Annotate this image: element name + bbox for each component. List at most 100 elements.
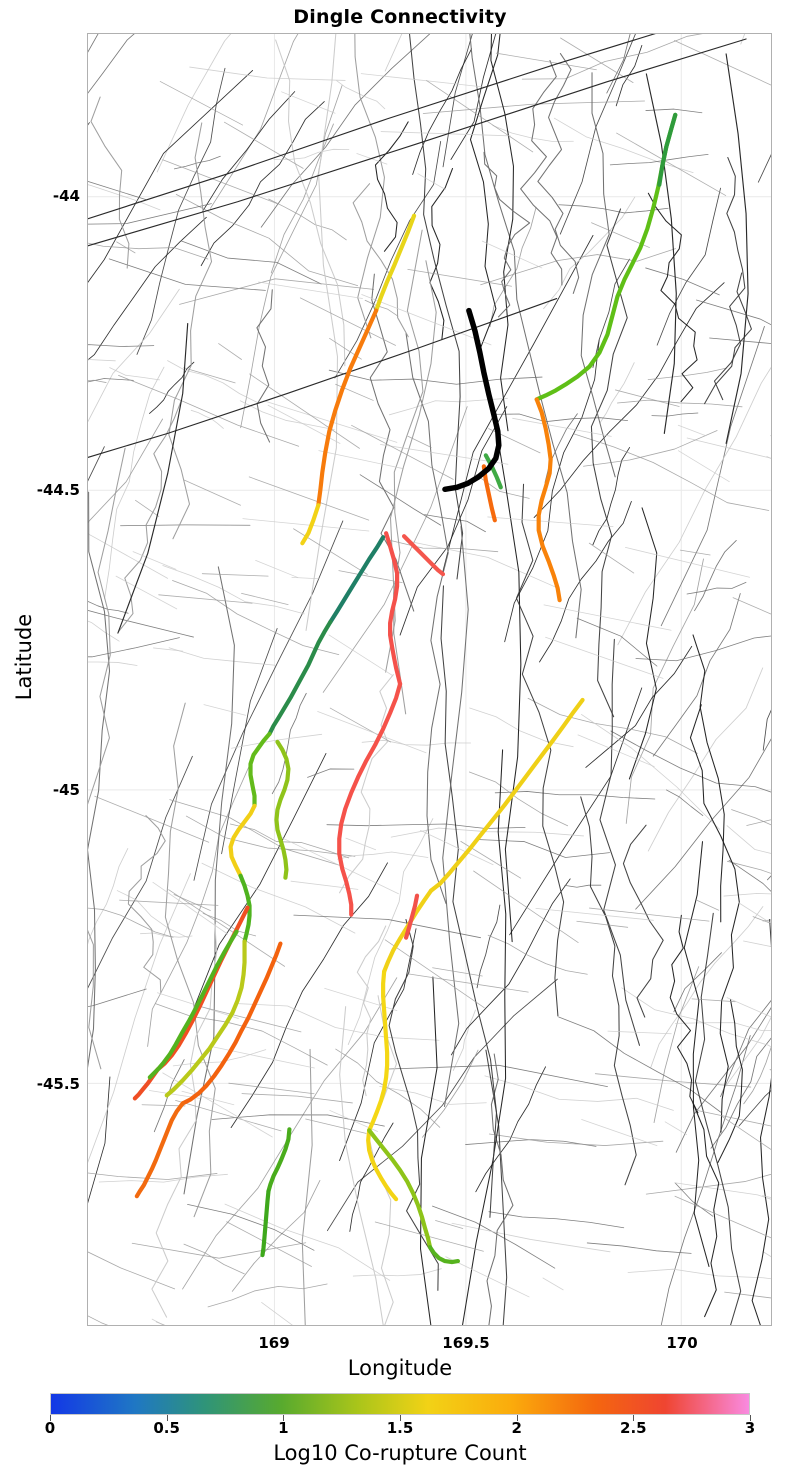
corupture-fault-trace[interactable] [238,873,252,944]
background-fault-trace [293,914,481,939]
background-fault-trace [675,1006,771,1153]
corupture-fault-trace[interactable] [428,697,585,893]
background-fault-trace [621,987,771,1048]
background-fault-trace [491,413,629,423]
background-fault-trace [339,674,394,894]
background-fault-trace [228,1082,315,1095]
background-fault-trace [172,1049,267,1067]
background-fault-trace [200,101,325,267]
corupture-fault-trace[interactable] [374,213,417,313]
background-fault-trace [494,791,656,800]
background-fault-trace [576,920,629,928]
corupture-fault-trace[interactable] [337,681,403,917]
background-fault-trace [673,40,771,86]
background-fault-trace [328,369,543,385]
corupture-fault-trace[interactable] [274,739,291,880]
background-fault-trace [537,53,580,294]
background-fault-trace [762,1251,771,1258]
corupture-fault-trace[interactable] [328,535,386,625]
corupture-fault-trace[interactable] [147,929,239,1080]
corupture-fault-trace[interactable] [534,397,562,603]
background-fault-trace [175,193,359,287]
background-fault-trace [207,1283,328,1308]
corupture-fault-trace[interactable] [366,1128,399,1202]
background-fault-trace [88,34,99,53]
corupture-fault-trace[interactable] [228,803,257,878]
background-fault-trace [504,339,600,643]
map-plot-area[interactable] [87,33,772,1326]
background-fault-trace [599,638,641,1046]
background-fault-trace [743,1046,771,1105]
source-fault-dingle[interactable] [442,307,502,493]
background-fault-trace [184,479,241,506]
corupture-fault-trace[interactable] [403,893,420,940]
background-fault-trace [577,734,655,767]
corupture-fault-traces[interactable] [132,112,678,1265]
background-fault-trace [367,995,398,1325]
corupture-fault-trace[interactable] [427,1245,461,1265]
background-fault-trace [692,634,725,923]
corupture-fault-trace[interactable] [248,731,272,808]
background-fault-trace [131,1242,307,1259]
background-fault-trace [585,645,693,768]
background-fault-trace [616,132,727,196]
colorbar-tick-mark [283,1415,285,1421]
corupture-fault-trace[interactable] [267,619,333,737]
colorbar[interactable] [50,1393,751,1421]
background-fault-trace [88,446,105,482]
background-fault-trace [218,343,242,360]
background-fault-trace [622,824,664,1018]
corupture-fault-trace[interactable] [382,888,434,974]
source-fault-trace[interactable] [442,307,502,493]
background-fault-lineament [117,322,189,634]
background-fault-trace [104,366,165,600]
corupture-fault-trace[interactable] [401,534,446,577]
background-fault-trace [328,634,393,676]
corupture-fault-trace[interactable] [180,941,283,1106]
background-fault-trace [480,248,676,286]
background-fault-trace [88,216,207,361]
background-fault-trace [674,1182,714,1217]
background-fault-trace [326,978,558,1232]
corupture-fault-trace[interactable] [300,503,321,546]
background-fault-trace [468,771,568,827]
background-fault-trace [692,1102,720,1318]
corupture-fault-trace[interactable] [534,112,678,402]
background-fault-lineament [88,298,558,458]
background-fault-lineament [645,73,677,434]
corupture-fault-trace[interactable] [483,453,503,490]
background-fault-lineament [88,38,747,247]
background-fault-trace [88,1251,176,1290]
corupture-fault-trace[interactable] [164,939,247,1098]
background-fault-trace [273,148,350,161]
background-fault-trace [88,344,155,347]
corupture-fault-trace[interactable] [481,464,497,523]
background-fault-trace [301,1048,313,1325]
background-fault-trace [275,39,346,367]
corupture-fault-trace[interactable] [657,112,678,187]
background-fault-trace [88,873,191,1163]
background-fault-trace [380,131,511,137]
corupture-fault-trace[interactable] [134,1101,185,1199]
corupture-fault-trace[interactable] [384,531,403,687]
background-fault-trace [361,739,472,746]
background-fault-trace [450,34,497,160]
background-fault-trace [158,594,253,604]
background-fault-trace [660,326,765,627]
background-fault-trace [210,34,299,209]
background-fault-network [88,34,771,1325]
corupture-fault-trace[interactable] [260,1189,271,1258]
background-fault-trace [488,1211,625,1229]
background-fault-trace [599,362,635,424]
background-fault-trace [118,399,182,632]
corupture-fault-trace[interactable] [367,1128,433,1250]
background-fault-trace [689,704,740,1133]
corupture-fault-trace[interactable] [266,1127,292,1194]
background-fault-trace [677,424,707,437]
background-fault-trace [168,122,213,540]
background-fault-trace [465,1139,597,1147]
corupture-fault-trace[interactable] [367,969,390,1133]
background-fault-trace [560,37,634,84]
background-fault-trace [242,518,370,532]
corupture-fault-trace[interactable] [316,308,379,508]
